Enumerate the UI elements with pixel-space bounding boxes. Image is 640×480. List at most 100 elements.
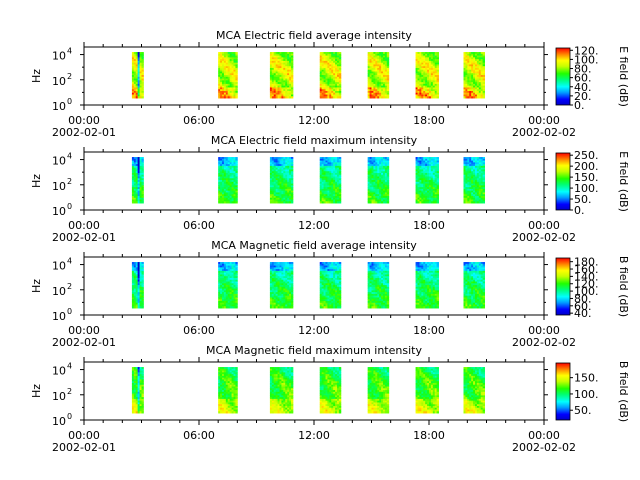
spectrogram-cell [235,71,238,74]
spectrogram-cell [476,167,480,170]
spectrogram-cell [279,304,282,307]
spectrogram-cell [289,192,292,195]
spectrogram-cell [141,69,144,72]
spectrogram-cell [231,285,234,288]
spectrogram-cell [227,178,231,181]
spectrogram-cell [227,201,231,204]
spectrogram-cell [430,185,434,188]
spectrogram-cell [381,178,384,181]
spectrogram-cell [131,195,135,199]
spectrogram-cell [222,183,225,186]
spectrogram-cell [135,92,139,95]
spectrogram-cell [467,174,470,177]
spectrogram-cell [429,62,432,65]
spectrogram-cell [281,295,284,298]
spectrogram-cell [218,283,221,286]
spectrogram-cell [471,192,474,195]
spectrogram-cell [379,195,382,199]
spectrogram-cell [325,302,328,305]
spectrogram-cell [220,290,223,293]
spectrogram-cell [478,158,482,161]
spectrogram-cell [335,82,338,85]
spectrogram-cell [139,53,142,56]
spectrogram-cell [333,197,336,200]
spectrogram-cell [223,265,227,268]
spectrogram-cell [381,57,384,60]
spectrogram-cell [323,290,326,293]
spectrogram-cell [335,190,338,193]
spectrogram-cell [220,87,223,90]
spectrogram-cell [231,272,234,275]
spectrogram-cell [279,157,282,160]
spectrogram-cell [338,270,342,274]
spectrogram-cell [331,295,334,298]
spectrogram-cell [141,55,144,58]
spectrogram-cell [269,59,273,62]
spectrogram-cell [469,169,472,172]
spectrogram-cell [273,162,277,165]
spectrogram-cell [271,283,275,286]
spectrogram-cell [421,73,424,76]
spectrogram-cell [277,87,280,90]
spectrogram-cell [419,89,422,92]
spectrogram-cell [417,53,420,56]
spectrogram-cell [480,199,484,202]
spectrogram-cell [377,89,380,92]
spectrogram-cell [417,94,420,97]
spectrogram-cell [325,285,328,288]
spectrogram-cell [482,176,485,179]
spectrogram-cell [279,188,282,192]
spectrogram-cell [375,195,378,199]
spectrogram-cell [335,262,338,265]
spectrogram-cell [333,160,336,163]
spectrogram-cell [218,78,221,81]
spectrogram-cell [476,89,480,92]
spectrogram-cell [289,279,292,282]
spectrogram-cell [427,180,430,183]
spectrogram-cell [227,304,231,307]
spectrogram-cell [279,171,282,174]
spectrogram-cell [285,286,288,289]
spectrogram-cell [377,71,380,74]
spectrogram-cell [291,96,294,99]
spectrogram-cell [338,201,342,204]
spectrogram-cell [273,94,277,97]
spectrogram-cell [478,64,482,67]
spectrogram-cell [281,167,284,170]
spectrogram-cell [131,267,135,270]
spectrogram-cell [465,185,468,188]
spectrogram-cell [338,172,342,176]
spectrogram-cell [321,194,324,197]
spectrogram-cell [218,158,221,161]
spectrogram-cell [271,188,275,192]
spectrogram-cell [223,201,227,204]
spectrogram-cell [478,69,482,72]
spectrogram-cell [269,167,273,170]
spectrogram-cell [377,185,380,188]
spectrogram-cell [377,92,380,95]
spectrogram-cell [222,92,225,95]
spectrogram-cell [133,75,137,78]
spectrogram-cell [229,194,232,197]
spectrogram-cell [291,176,294,179]
spectrogram-cell [137,160,140,163]
spectrogram-cell [430,157,434,160]
spectrogram-cell [337,183,340,186]
spectrogram-cell [229,306,232,309]
spectrogram-cell [425,199,428,202]
spectrogram-cell [233,55,236,58]
spectrogram-cell [135,263,139,266]
spectrogram-cell [325,290,328,293]
spectrogram-cell [335,276,338,279]
spectrogram-cell [135,265,139,268]
spectrogram-cell [323,75,326,78]
spectrogram-cell [141,64,144,67]
spectrogram-cell [283,269,286,272]
spectrogram-cell [285,194,288,197]
spectrogram-cell [369,165,372,169]
spectrogram-cell [419,190,422,193]
spectrogram-cell [419,69,422,72]
spectrogram-cell [139,176,142,179]
spectrogram-cell [283,299,286,302]
spectrogram-cell [218,300,221,304]
